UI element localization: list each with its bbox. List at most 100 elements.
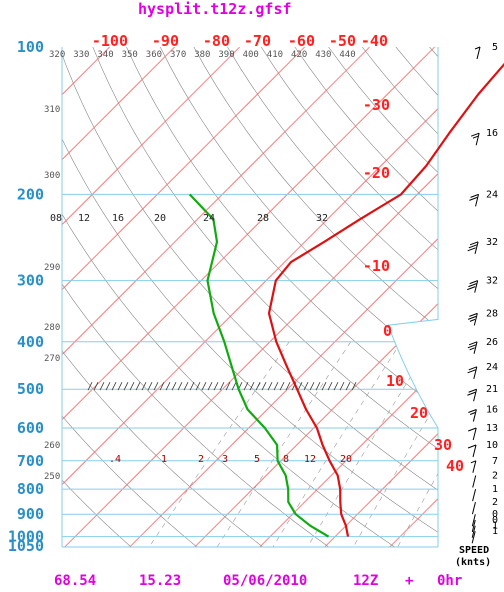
- hatch-mark: [321, 382, 327, 391]
- dry-adiabat-line: [361, 47, 438, 547]
- wind-barb-staff: [471, 514, 476, 527]
- hatch-mark: [249, 382, 255, 391]
- right-temp-label: 30: [434, 436, 452, 454]
- wind-barb-staff: [471, 531, 476, 544]
- hatch-mark: [213, 382, 219, 391]
- wind-barb-staff: [472, 460, 477, 473]
- right-temp-label: -30: [363, 96, 390, 114]
- footer: 68.54 15.23 05/06/2010 12Z + 0hr: [54, 573, 462, 589]
- hatch-mark: [207, 382, 213, 391]
- isotherm-line: [62, 47, 370, 547]
- wind-barb-staff: [474, 241, 479, 254]
- mixing-ratio-line: [272, 341, 402, 547]
- mixing-ratio-line: [307, 341, 433, 547]
- hatch-mark: [267, 382, 273, 391]
- wind-barb-flag: [468, 283, 477, 288]
- mixing-label-lower: 12: [304, 454, 316, 465]
- hatch-mark: [111, 382, 117, 391]
- pressure-label: 800: [17, 480, 44, 498]
- mixing-label-upper: 12: [78, 213, 90, 224]
- wind-barb-flag: [470, 132, 480, 137]
- wind-speed-value: 10: [486, 440, 498, 451]
- footer-date: 05/06/2010: [223, 573, 307, 589]
- right-temp-label: -20: [363, 164, 390, 182]
- hatch-mark: [159, 382, 165, 391]
- hatch-mark: [141, 382, 147, 391]
- pressure-label: 300: [17, 272, 44, 290]
- dry-adiabat-line: [62, 47, 438, 547]
- hatch-mark: [87, 382, 93, 391]
- wind-barb-flag: [467, 369, 476, 374]
- wind-barb-flag: [467, 344, 477, 349]
- theta-top-label: 430: [315, 50, 331, 60]
- wind-barb-flag: [468, 341, 478, 346]
- footer-cycle: 12Z: [353, 573, 378, 589]
- dry-adiabat-line: [62, 47, 198, 547]
- wind-speed-value: 13: [486, 423, 498, 434]
- wind-speed-value: 0: [492, 515, 498, 526]
- theta-left-label: 300: [44, 171, 60, 181]
- isotherm-line: [324, 47, 438, 547]
- wind-speed-value: 24: [486, 362, 498, 373]
- right-temp-label: -10: [363, 257, 390, 275]
- wind-barb-half: [472, 135, 479, 139]
- wind-barb-staff: [472, 475, 477, 488]
- wind-barb-flag: [469, 280, 478, 285]
- dry-adiabat-line: [328, 47, 438, 547]
- hatch-mark: [303, 382, 309, 391]
- hatch-mark: [117, 382, 123, 391]
- dry-adiabat-line: [62, 47, 132, 547]
- mixing-label-lower: 8: [283, 454, 289, 465]
- hatch-mark: [165, 382, 171, 391]
- wind-barb-staff: [471, 525, 476, 538]
- wind-speed-value: 16: [486, 405, 498, 416]
- right-temp-label: 0: [383, 322, 392, 340]
- pressure-label: 700: [17, 452, 44, 470]
- isotherm-line: [129, 47, 438, 547]
- wind-barb-half: [474, 46, 481, 50]
- wind-speed-value: 1: [492, 521, 498, 532]
- theta-top-label: 340: [97, 50, 113, 60]
- right-temp-label: 20: [410, 404, 428, 422]
- hatch-mark: [309, 382, 315, 391]
- isotherm-line: [62, 47, 435, 547]
- hatch-band: [87, 382, 357, 391]
- wind-barb-staff: [472, 409, 477, 422]
- theta-top-label: 320: [49, 50, 65, 60]
- wind-barb-flag: [468, 244, 478, 249]
- hatch-mark: [177, 382, 183, 391]
- wind-speed-value: 21: [486, 384, 498, 395]
- mixing-label-lower: 3: [222, 454, 228, 465]
- hatch-mark: [261, 382, 267, 391]
- mixing-label-lower: .4: [109, 454, 121, 465]
- hatch-mark: [183, 382, 189, 391]
- wind-speed-value: 1: [492, 484, 498, 495]
- pressure-label: 600: [17, 419, 44, 437]
- top-temp-label: -60: [288, 32, 315, 50]
- wind-barb-flag: [467, 391, 476, 396]
- hatch-mark: [135, 382, 141, 391]
- temperature-profile: [267, 62, 504, 537]
- mixing-label-upper: 20: [154, 213, 166, 224]
- isotherms: [62, 47, 438, 547]
- hatch-mark: [345, 382, 351, 391]
- theta-top-label: 360: [146, 50, 162, 60]
- wind-barb-flag: [468, 427, 477, 432]
- theta-left-label: 290: [44, 263, 60, 273]
- dry-adiabat-line: [227, 47, 438, 547]
- wind-barb-staff: [472, 489, 477, 502]
- top-temp-label: -70: [244, 32, 271, 50]
- hatch-mark: [93, 382, 99, 391]
- wind-speed-value: 2: [492, 470, 498, 481]
- wind-speed-value: 32: [486, 237, 498, 248]
- footer-lon: 15.23: [139, 573, 181, 589]
- mixing-label-upper: 28: [257, 213, 269, 224]
- top-temp-label: -40: [361, 32, 388, 50]
- pressure-label: 900: [17, 505, 44, 523]
- hatch-mark: [273, 382, 279, 391]
- dry-adiabat-line: [260, 47, 438, 547]
- isobars: [61, 47, 439, 548]
- hatch-mark: [333, 382, 339, 391]
